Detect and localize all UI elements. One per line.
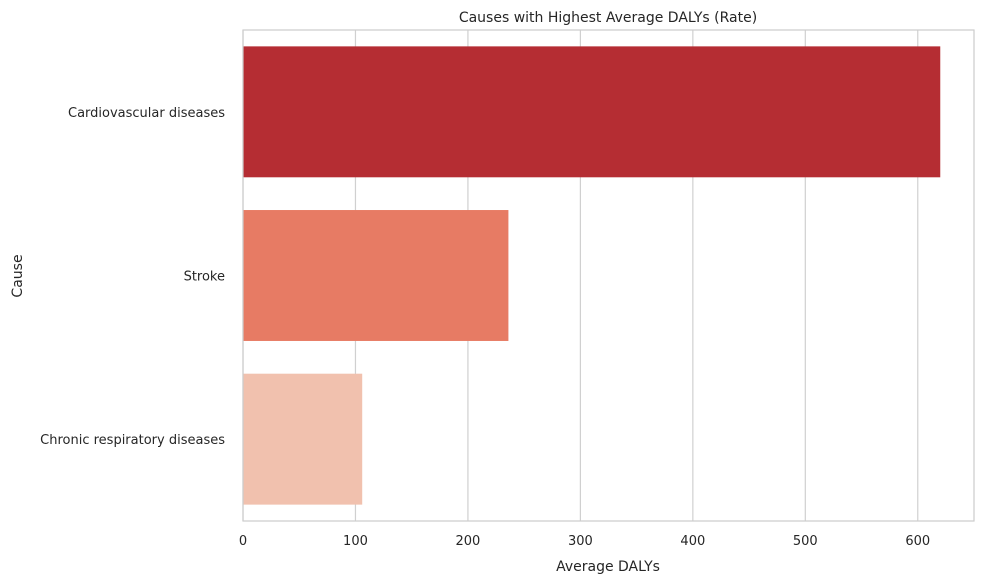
- x-tick-label: 400: [680, 534, 705, 549]
- x-tick-label: 200: [456, 534, 481, 549]
- y-tick-label: Chronic respiratory diseases: [40, 433, 225, 448]
- x-tick-label: 0: [239, 534, 247, 549]
- y-tick-label: Stroke: [184, 270, 225, 285]
- y-axis-label: Cause: [10, 254, 26, 297]
- x-tick-label: 300: [568, 534, 593, 549]
- bar: [243, 373, 363, 505]
- x-tick-label: 600: [905, 534, 930, 549]
- x-tick-label: 100: [343, 534, 368, 549]
- plot-frame: [242, 29, 975, 522]
- bars: [243, 46, 941, 505]
- x-tick-label: 500: [793, 534, 818, 549]
- y-tick-label: Cardiovascular diseases: [68, 106, 225, 121]
- bar: [243, 46, 941, 178]
- chart-title: Causes with Highest Average DALYs (Rate): [459, 10, 757, 26]
- y-ticks: Cardiovascular diseases Stroke Chronic res…: [40, 106, 225, 448]
- x-ticks: 0 100 200 300 400 500 600: [239, 534, 930, 549]
- bar: [243, 210, 509, 341]
- x-axis-label: Average DALYs: [556, 559, 660, 575]
